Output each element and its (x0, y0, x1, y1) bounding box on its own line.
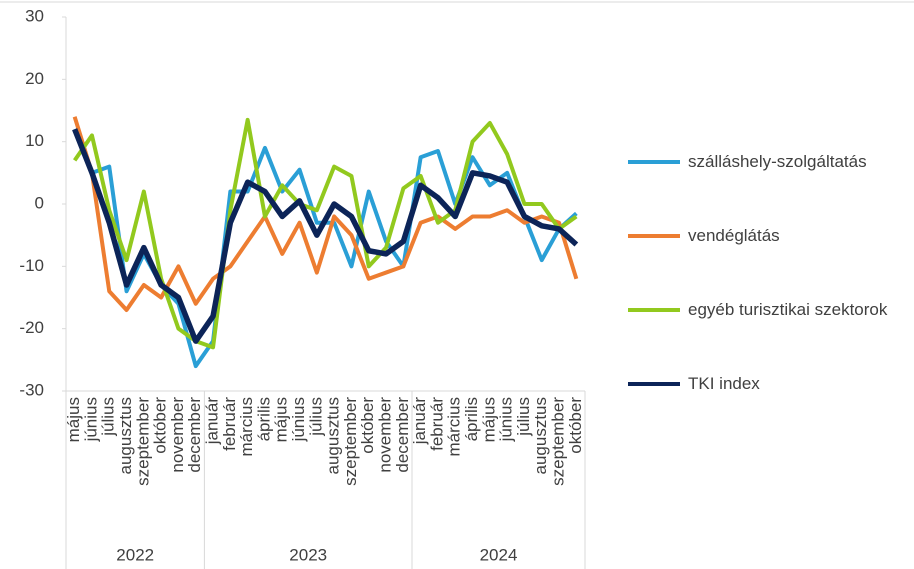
x-tick-label: december (185, 397, 204, 473)
x-tick-label: június (81, 397, 100, 442)
group-label: 2023 (289, 545, 327, 564)
x-tick-label: október (358, 397, 377, 454)
x-tick-label: május (64, 397, 83, 442)
x-tick-label: július (99, 397, 118, 437)
x-tick-label: augusztus (116, 397, 135, 475)
y-tick-label: -30 (19, 380, 44, 399)
x-tick-label: március (445, 397, 464, 457)
x-tick-label: február (220, 397, 239, 451)
y-tick-label: 10 (25, 131, 44, 150)
legend-swatch (628, 160, 680, 164)
legend-label: egyéb turisztikai szektorok (688, 300, 888, 319)
x-tick-label: április (462, 397, 481, 441)
legend-swatch (628, 234, 680, 238)
series-line (72, 116, 579, 312)
x-tick-label: július (514, 397, 533, 437)
x-tick-label: november (168, 397, 187, 473)
legend-label: TKI index (688, 374, 760, 393)
x-tick-label: február (427, 397, 446, 451)
y-tick-label: -20 (19, 318, 44, 337)
legend-label: vendéglátás (688, 226, 780, 245)
x-tick-label: május (272, 397, 291, 442)
y-tick-label: 30 (25, 6, 44, 25)
legend-label: szálláshely-szolgáltatás (688, 152, 867, 171)
x-tick-label: július (306, 397, 325, 437)
x-tick-label: január (410, 397, 429, 446)
x-tick-label: október (566, 397, 585, 454)
x-tick-label: június (289, 397, 308, 442)
legend-swatch (628, 382, 680, 386)
x-tick-label: augusztus (531, 397, 550, 475)
x-tick-label: január (203, 397, 222, 446)
x-tick-label: szeptember (133, 397, 152, 486)
series-line (72, 128, 579, 344)
x-tick-label: május (479, 397, 498, 442)
x-tick-label: december (393, 397, 412, 473)
series-line (73, 117, 578, 350)
x-tick-label: március (237, 397, 256, 457)
y-tick-label: 0 (35, 193, 44, 212)
group-label: 2022 (116, 545, 154, 564)
x-tick-label: november (376, 397, 395, 473)
group-label: 2024 (480, 545, 518, 564)
legend-swatch (628, 308, 680, 312)
x-tick-label: szeptember (341, 397, 360, 486)
x-tick-label: április (254, 397, 273, 441)
y-tick-label: 20 (25, 69, 44, 88)
x-tick-label: június (497, 397, 516, 442)
x-tick-label: augusztus (324, 397, 343, 475)
x-tick-label: szeptember (549, 397, 568, 486)
x-tick-label: október (151, 397, 170, 454)
y-tick-label: -10 (19, 256, 44, 275)
